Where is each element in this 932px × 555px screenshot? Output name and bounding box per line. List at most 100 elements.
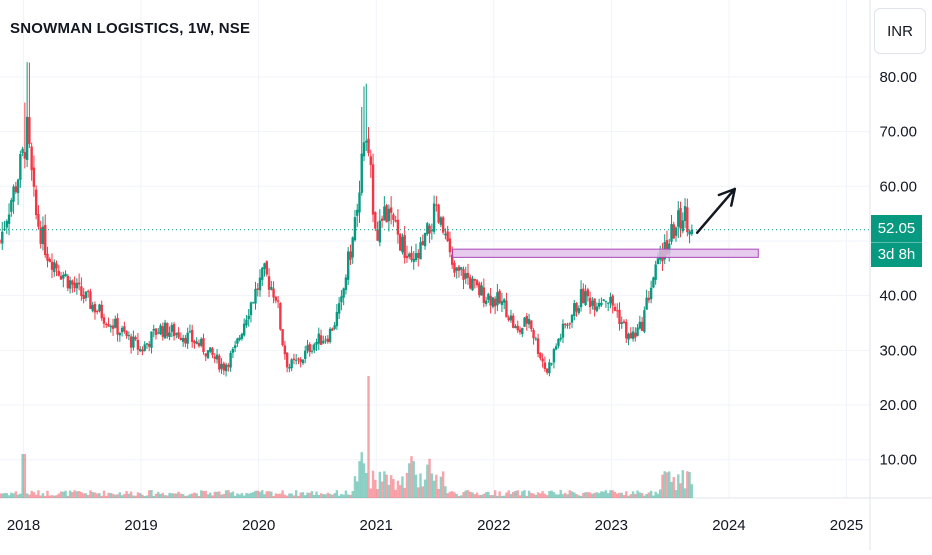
candle-body bbox=[453, 262, 456, 273]
volume-bar bbox=[512, 491, 515, 498]
candle-body bbox=[683, 206, 687, 222]
candle-body bbox=[177, 332, 180, 338]
candle-body bbox=[417, 252, 420, 258]
candle-body bbox=[450, 254, 454, 265]
volume-bar bbox=[663, 471, 666, 498]
candle-body bbox=[505, 300, 508, 318]
volume-bar bbox=[638, 492, 642, 498]
candle-body bbox=[340, 296, 343, 303]
candle-body bbox=[602, 299, 605, 301]
volume-bar bbox=[267, 491, 271, 498]
volume-bar bbox=[573, 492, 576, 498]
candle-body bbox=[534, 338, 538, 340]
volume-bar bbox=[487, 491, 490, 498]
candle-body bbox=[163, 322, 167, 339]
volume-bar bbox=[213, 491, 216, 498]
candle-body bbox=[408, 253, 411, 257]
currency-button[interactable]: INR bbox=[874, 8, 926, 54]
volume-bar bbox=[437, 488, 440, 498]
candle-body bbox=[66, 275, 70, 289]
volume-bar bbox=[37, 490, 40, 498]
volume-bar bbox=[288, 493, 291, 498]
candle-body bbox=[190, 329, 194, 342]
candle-body bbox=[132, 336, 135, 348]
volume-bar bbox=[523, 490, 526, 498]
candle-body bbox=[170, 325, 174, 332]
candle-body bbox=[668, 243, 671, 254]
candle-body bbox=[432, 203, 436, 232]
volume-bar bbox=[466, 490, 470, 498]
volume-bar bbox=[618, 492, 621, 498]
candle-body bbox=[367, 138, 370, 154]
candle-body bbox=[242, 323, 246, 336]
candle-body bbox=[342, 288, 345, 298]
volume-bar bbox=[489, 495, 492, 498]
volume-bar bbox=[543, 493, 547, 498]
volume-bar bbox=[568, 490, 571, 498]
volume-bar bbox=[439, 476, 443, 498]
volume-bar bbox=[0, 493, 2, 498]
candle-body bbox=[548, 362, 551, 374]
volume-bar bbox=[552, 492, 556, 498]
candle-body bbox=[521, 327, 524, 335]
candle-body bbox=[566, 324, 569, 326]
volume-bar bbox=[107, 492, 110, 498]
volume-bar bbox=[331, 494, 334, 498]
volume-bar bbox=[362, 463, 366, 498]
time-axis[interactable]: 2018 2019 2020 2021 2022 2023 2024 2025 bbox=[7, 517, 863, 534]
volume-bar bbox=[249, 492, 253, 498]
volume-bar bbox=[570, 491, 574, 498]
candle-body bbox=[577, 308, 580, 313]
candle-body bbox=[129, 336, 133, 348]
candle-body bbox=[315, 341, 318, 345]
candle-body bbox=[403, 235, 406, 258]
candle-body bbox=[419, 242, 422, 260]
candle-body bbox=[326, 338, 330, 343]
volume-bar bbox=[457, 495, 461, 498]
candle-body bbox=[195, 341, 198, 344]
volume-bar bbox=[229, 492, 232, 498]
candle-body bbox=[498, 290, 501, 304]
candle-body bbox=[229, 352, 232, 368]
support-zone-rectangle bbox=[452, 248, 759, 258]
candle-body bbox=[77, 282, 81, 285]
volume-bar bbox=[577, 495, 580, 498]
candle-body bbox=[371, 164, 375, 215]
volume-bar bbox=[145, 495, 149, 498]
volume-bar bbox=[622, 495, 626, 498]
candle-body bbox=[283, 345, 287, 355]
volume-bar bbox=[204, 490, 207, 498]
candle-body bbox=[308, 344, 311, 353]
candle-body bbox=[613, 306, 617, 311]
candle-body bbox=[681, 220, 684, 232]
candle-body bbox=[288, 367, 291, 369]
candle-body bbox=[301, 359, 305, 364]
volume-bar bbox=[10, 492, 13, 498]
candle-body bbox=[552, 349, 556, 363]
volume-bar bbox=[593, 492, 596, 498]
candle-body bbox=[398, 234, 402, 251]
volume-bar bbox=[41, 493, 45, 498]
volume-bar bbox=[190, 493, 194, 498]
volume-bar bbox=[534, 494, 538, 498]
candle-body bbox=[643, 310, 646, 332]
volume-bar bbox=[564, 492, 567, 498]
candle-body bbox=[172, 324, 176, 337]
volume-bar bbox=[625, 491, 628, 498]
volume-bar bbox=[656, 493, 660, 498]
candle-body bbox=[304, 350, 307, 359]
volume-bar bbox=[206, 494, 210, 498]
candle-body bbox=[473, 278, 476, 281]
volume-bar bbox=[460, 495, 463, 498]
volume-bar bbox=[328, 493, 332, 498]
volume-bar bbox=[566, 494, 569, 498]
candle-body bbox=[414, 253, 418, 261]
candle-body bbox=[582, 288, 585, 304]
volume-bar bbox=[376, 489, 379, 498]
candle-body bbox=[21, 148, 24, 153]
candle-body bbox=[299, 359, 302, 363]
candle-body bbox=[514, 326, 517, 329]
candle-body bbox=[193, 340, 196, 344]
